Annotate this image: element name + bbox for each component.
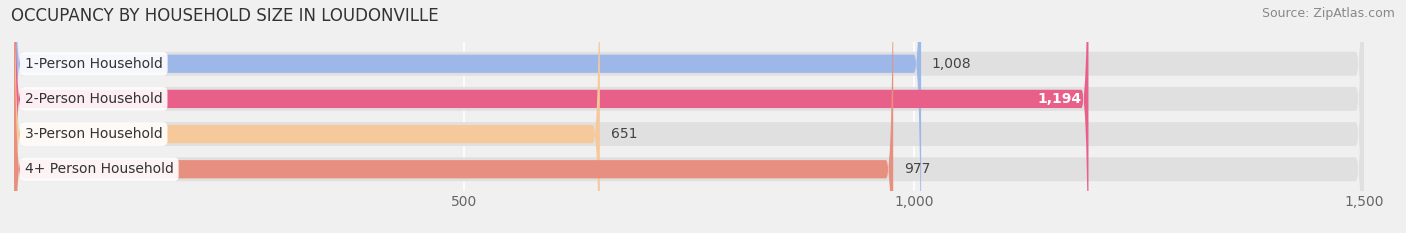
FancyBboxPatch shape [14, 0, 921, 233]
FancyBboxPatch shape [14, 0, 1364, 233]
FancyBboxPatch shape [14, 0, 1364, 233]
Text: 1-Person Household: 1-Person Household [25, 57, 163, 71]
FancyBboxPatch shape [14, 0, 1364, 233]
Text: Source: ZipAtlas.com: Source: ZipAtlas.com [1261, 7, 1395, 20]
FancyBboxPatch shape [14, 0, 1088, 233]
Text: 4+ Person Household: 4+ Person Household [25, 162, 174, 176]
Text: 651: 651 [610, 127, 637, 141]
FancyBboxPatch shape [14, 0, 893, 233]
FancyBboxPatch shape [14, 0, 600, 233]
Text: OCCUPANCY BY HOUSEHOLD SIZE IN LOUDONVILLE: OCCUPANCY BY HOUSEHOLD SIZE IN LOUDONVIL… [11, 7, 439, 25]
Text: 2-Person Household: 2-Person Household [25, 92, 163, 106]
Text: 3-Person Household: 3-Person Household [25, 127, 163, 141]
Text: 1,194: 1,194 [1038, 92, 1081, 106]
Text: 977: 977 [904, 162, 931, 176]
FancyBboxPatch shape [14, 0, 1364, 233]
Text: 1,008: 1,008 [932, 57, 972, 71]
